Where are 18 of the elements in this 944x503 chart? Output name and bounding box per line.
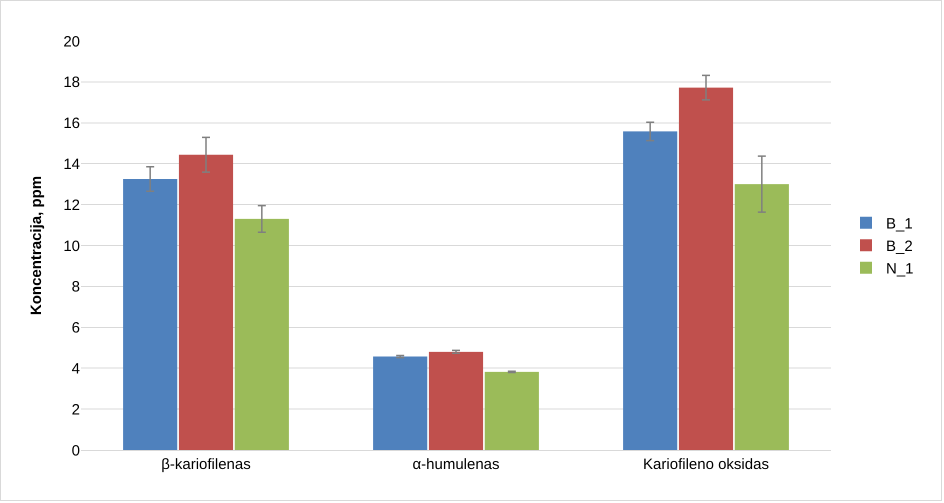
- y-tick-label: 18: [63, 74, 80, 92]
- y-tick-label: 2: [72, 401, 80, 418]
- x-tick-label: α-humulenas: [412, 456, 500, 473]
- y-tick-label: 6: [72, 320, 80, 337]
- y-axis-title: Koncentracija, ppm: [28, 176, 45, 316]
- y-tick-label: 0: [72, 442, 80, 460]
- y-tick-label: 16: [63, 115, 80, 132]
- y-tick-label: 14: [63, 156, 80, 173]
- legend-label: B_2: [886, 238, 913, 256]
- x-tick-label: Kariofileno oksidas: [643, 456, 769, 473]
- y-tick-label: 10: [63, 238, 80, 255]
- y-tick-label: 12: [63, 196, 80, 214]
- y-tick-label: 8: [72, 278, 80, 296]
- legend-label: N_1: [886, 260, 914, 278]
- legend-label: B_1: [886, 216, 913, 233]
- y-tick-label: 20: [63, 33, 80, 50]
- y-tick-label: 4: [72, 360, 80, 378]
- x-tick-label: β-kariofilenas: [161, 456, 251, 473]
